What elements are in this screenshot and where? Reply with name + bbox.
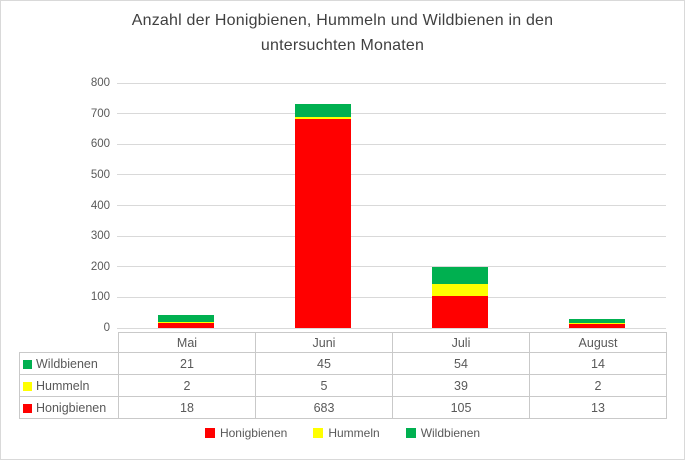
series-label-cell: Wildbienen — [19, 352, 119, 375]
y-axis-tick-label: 600 — [90, 138, 110, 151]
month-header-cell-august: August — [529, 332, 667, 353]
chart-title: Anzahl der Honigbienen, Hummeln und Wild… — [131, 12, 554, 54]
bar-segment-hummeln-juni — [294, 117, 351, 119]
value-cell: 2 — [118, 374, 256, 397]
bar-segment-hummeln-juli — [432, 283, 489, 296]
bar-segment-wildbienen-juli — [432, 267, 489, 284]
value-cell: 14 — [529, 352, 667, 375]
legend-item-honigbienen: Honigbienen — [204, 426, 288, 440]
legend-label: Hummeln — [328, 426, 380, 440]
y-axis-tick-label: 700 — [90, 107, 110, 120]
gridline — [117, 327, 666, 329]
bar-segment-wildbienen-mai — [157, 315, 214, 322]
bar-segment-honigbienen-mai — [157, 322, 214, 328]
legend-item-wildbienen: Wildbienen — [405, 426, 481, 440]
value-cell: 5 — [255, 374, 393, 397]
bar-segment-hummeln-mai — [157, 321, 214, 323]
table-row-hummeln: Hummeln 2 5 39 2 — [19, 374, 667, 397]
series-key-swatch-icon — [23, 381, 32, 391]
bar-segment-hummeln-august — [569, 323, 626, 325]
month-header-cell-juni: Juni — [255, 332, 393, 353]
bar-segment-wildbienen-juni — [294, 103, 351, 118]
y-axis-tick-label: 400 — [90, 199, 110, 212]
month-header-cell-juli: Juli — [392, 332, 530, 353]
y-axis-tick-label: 200 — [90, 260, 110, 273]
table-row-honigbienen: Honigbienen 18 683 105 13 — [19, 396, 667, 419]
value-cell: 39 — [392, 374, 530, 397]
value-cell: 54 — [392, 352, 530, 375]
legend-label: Honigbienen — [219, 426, 288, 440]
value-cell: 45 — [255, 352, 393, 375]
gridline — [117, 143, 666, 145]
gridline — [117, 235, 666, 237]
value-cell: 683 — [255, 396, 393, 419]
table-header-row: Mai Juni Juli August — [20, 332, 667, 353]
gridline — [117, 113, 666, 115]
legend-label: Wildbienen — [420, 426, 481, 440]
series-key-swatch-icon — [23, 403, 32, 413]
gridline — [117, 205, 666, 206]
gridline — [117, 174, 666, 176]
bar-segment-wildbienen-august — [569, 319, 626, 324]
series-key-swatch-icon — [23, 359, 32, 369]
legend-swatch-icon — [405, 428, 416, 438]
gridline — [117, 296, 666, 298]
bar-segment-honigbienen-juli — [432, 295, 489, 328]
legend-item-hummeln: Hummeln — [313, 426, 380, 440]
gridline — [117, 266, 666, 268]
y-axis-tick-label: 0 — [103, 322, 110, 334]
y-axis-tick-label: 300 — [90, 230, 110, 243]
legend-swatch-icon — [313, 428, 324, 438]
legend-swatch-icon — [204, 428, 215, 438]
value-cell: 105 — [392, 396, 530, 419]
series-label-cell: Honigbienen — [19, 396, 119, 419]
series-label-cell: Hummeln — [19, 374, 119, 397]
bar-segment-honigbienen-august — [569, 324, 626, 328]
y-axis-tick-label: 500 — [90, 168, 110, 181]
table-corner-cell — [20, 333, 119, 353]
data-table: Mai Juni Juli August Wildbienen 21 45 54 14 Humme… — [19, 332, 667, 419]
bar-segment-honigbienen-juni — [294, 118, 351, 328]
value-cell: 2 — [529, 374, 667, 397]
table-row-wildbienen: Wildbienen 21 45 54 14 — [19, 352, 667, 375]
value-cell: 21 — [118, 352, 256, 375]
y-axis-tick-label: 100 — [90, 291, 110, 304]
month-header-cell-mai: Mai — [118, 332, 256, 353]
gridline — [117, 82, 666, 84]
y-axis-tick-label: 800 — [90, 77, 110, 89]
legend: Honigbienen Hummeln Wildbienen — [1, 425, 684, 441]
value-cell: 18 — [118, 396, 256, 419]
value-cell: 13 — [529, 396, 667, 419]
